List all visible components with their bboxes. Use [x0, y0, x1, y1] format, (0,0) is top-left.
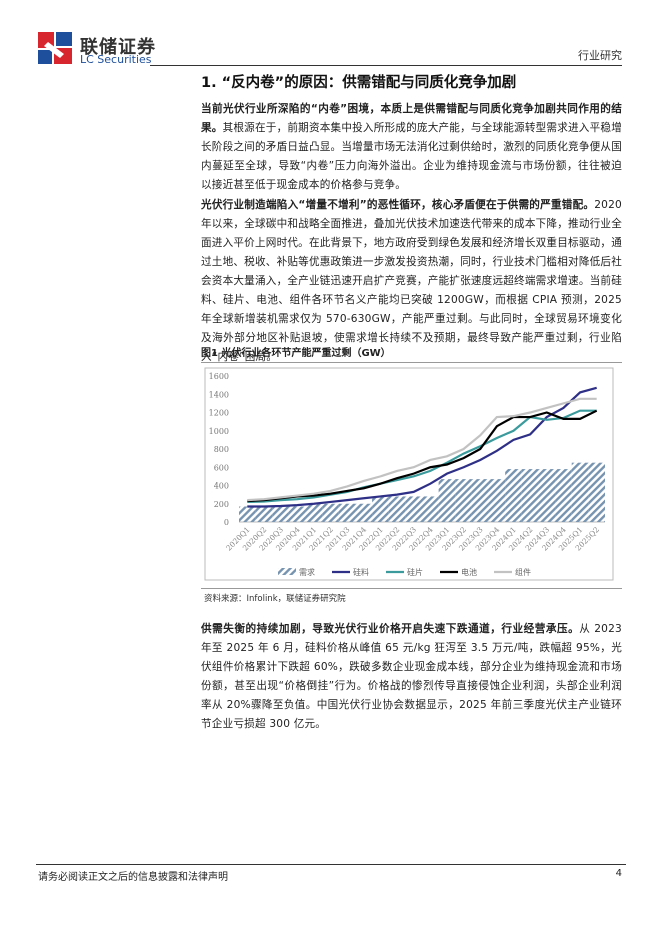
bar: [288, 506, 306, 522]
footer-rule: [36, 864, 626, 865]
y-tick-label: 1600: [209, 372, 229, 381]
section-title: 1. “反内卷”的原因：供需错配与同质化竞争加剧: [201, 75, 517, 91]
bar: [422, 496, 439, 522]
category: 行业研究: [578, 49, 622, 62]
figure-caption: 图1 光伏行业各环节产能严重过剩（GW）: [201, 348, 391, 359]
bar: [455, 479, 472, 522]
bar: [355, 503, 373, 522]
figure-rule: [201, 362, 622, 363]
lead: 当前光伏行业所深陷的“内卷”困境，本质上是供需错配与同质化竞争加剧共同作用的结果…: [201, 103, 622, 134]
legend-label: 组件: [515, 567, 531, 577]
body: 从 2023 年至 2025 年 6 月，硅料价格从峰值 65 元/kg 狂泻至…: [201, 623, 623, 730]
paragraph: 当前光伏行业所深陷的“内卷”困境，本质上是供需错配与同质化竞争加剧共同作用的结果…: [201, 100, 622, 195]
y-tick-label: 1000: [209, 427, 229, 436]
bar: [272, 506, 289, 522]
header-rule: [150, 65, 622, 66]
paragraph: 供需失衡的持续加剧，导致光伏行业价格开启失速下跌通道，行业经营承压。从 2023…: [201, 620, 622, 734]
bar: [538, 469, 556, 522]
bar: [255, 506, 273, 522]
bar: [338, 503, 356, 522]
line: [247, 397, 597, 502]
figure-source: 资料来源：Infolink，联储证券研究院: [204, 594, 346, 604]
bar: [505, 469, 522, 522]
y-tick-label: 1400: [209, 390, 229, 399]
bar: [555, 469, 572, 522]
chart: 020040060080010001200140016002020Q12020Q…: [204, 367, 614, 581]
logo: [38, 32, 72, 64]
disclaimer: 请务必阅读正文之后的信息披露和法律声明: [38, 872, 228, 883]
lead: 供需失衡的持续加剧，导致光伏行业价格开启失速下跌通道，行业经营承压。: [201, 623, 580, 635]
bar: [372, 496, 389, 522]
legend-label: 需求: [299, 567, 315, 577]
lead: 光伏行业制造端陷入“增量不增利”的恶性循环，核心矛盾便在于供需的严重错配。: [201, 199, 595, 211]
bar: [388, 496, 406, 522]
bar: [305, 503, 323, 522]
bar: [488, 479, 506, 522]
legend-swatch: [278, 568, 296, 575]
body: 2020 年以来，全球碳中和战略全面推进，叠加光伏技术加速迭代带来的成本下降，推…: [201, 199, 622, 363]
figure-rule: [201, 588, 622, 589]
brand-en: LC Securities: [80, 53, 152, 66]
page-number: 4: [615, 868, 622, 879]
bar: [571, 462, 589, 522]
y-tick-label: 0: [224, 518, 229, 527]
legend-label: 硅料: [353, 567, 369, 577]
line: [247, 409, 598, 503]
bar: [521, 469, 539, 522]
chart-frame: [204, 367, 614, 581]
y-tick-label: 600: [214, 463, 229, 472]
legend-label: 电池: [461, 567, 477, 577]
y-tick-label: 1200: [209, 409, 229, 418]
y-tick-label: 200: [214, 500, 229, 509]
bar: [405, 496, 422, 522]
legend-label: 硅片: [407, 567, 423, 577]
y-tick-label: 400: [214, 482, 229, 491]
bar: [322, 503, 339, 522]
bar: [588, 462, 605, 522]
line: [247, 409, 597, 504]
bar: [471, 479, 489, 522]
brand: 联储证券: [80, 37, 156, 58]
bar: [239, 506, 256, 522]
y-tick-label: 800: [214, 445, 229, 454]
body: 其根源在于，前期资本集中投入所形成的庞大产能，与全球能源转型需求进入平稳增长阶段…: [201, 122, 622, 191]
bar: [438, 479, 456, 522]
line: [247, 386, 597, 508]
paragraph: 光伏行业制造端陷入“增量不增利”的恶性循环，核心矛盾便在于供需的严重错配。202…: [201, 196, 622, 367]
